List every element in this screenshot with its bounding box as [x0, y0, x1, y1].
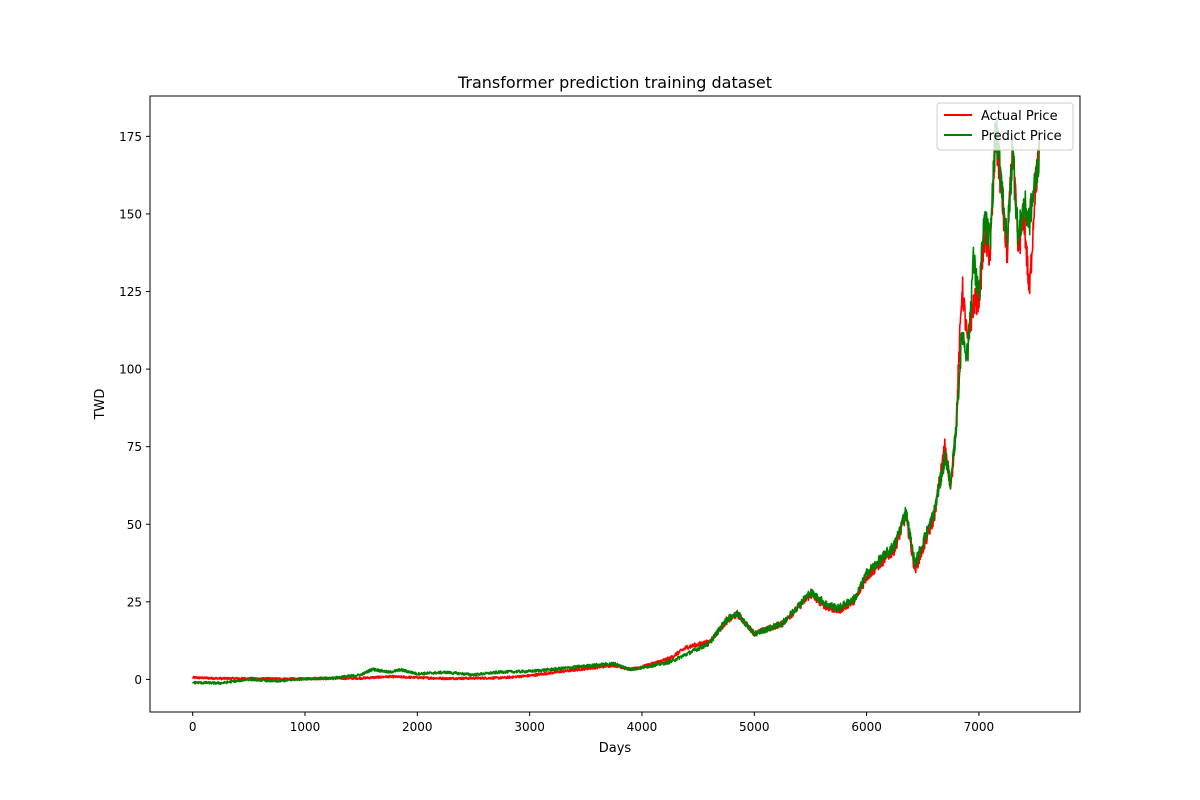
y-tick-label: 50 [127, 518, 142, 532]
x-tick-label: 2000 [402, 720, 433, 734]
y-tick-label: 175 [119, 130, 142, 144]
x-tick-label: 5000 [739, 720, 770, 734]
x-tick-label: 7000 [964, 720, 995, 734]
legend: Actual Price Predict Price [936, 102, 1074, 151]
plot-frame [149, 95, 1081, 713]
y-axis-label: TWD [93, 389, 108, 421]
y-tick-label: 100 [119, 363, 142, 377]
x-tick-label: 3000 [514, 720, 545, 734]
x-tick-label: 0 [189, 720, 197, 734]
x-tick-label: 6000 [851, 720, 882, 734]
axis-ticks: 0 1000 2000 3000 4000 5000 6000 7000 0 25 50 75 100 1… [119, 130, 994, 734]
x-tick-label: 4000 [627, 720, 658, 734]
x-tick-label: 1000 [290, 720, 321, 734]
y-tick-label: 150 [119, 207, 142, 221]
y-tick-label: 0 [134, 673, 142, 687]
y-tick-label: 25 [127, 595, 142, 609]
series-layer [191, 116, 1041, 686]
chart-title: Transformer prediction training dataset [457, 73, 772, 92]
series-line-predict-price [192, 116, 1041, 686]
x-axis-label: Days [599, 741, 632, 756]
legend-label-actual-price: Actual Price [981, 109, 1058, 124]
y-tick-label: 125 [119, 285, 142, 299]
legend-label-predict-price: Predict Price [981, 129, 1062, 144]
y-tick-label: 75 [127, 440, 142, 454]
